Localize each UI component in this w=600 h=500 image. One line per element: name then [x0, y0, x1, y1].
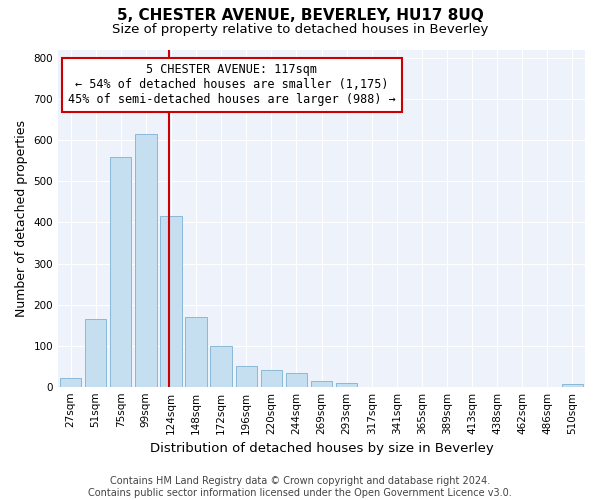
Bar	[211, 346, 232, 387]
Text: Contains HM Land Registry data © Crown copyright and database right 2024.
Contai: Contains HM Land Registry data © Crown c…	[88, 476, 512, 498]
Y-axis label: Number of detached properties: Number of detached properties	[15, 120, 28, 317]
Bar	[336, 382, 357, 386]
Bar	[260, 370, 282, 386]
Bar	[135, 134, 157, 386]
Bar	[85, 319, 106, 386]
Bar	[185, 317, 207, 386]
X-axis label: Distribution of detached houses by size in Beverley: Distribution of detached houses by size …	[149, 442, 493, 455]
Bar	[236, 366, 257, 386]
Bar	[60, 378, 81, 386]
Bar	[562, 384, 583, 386]
Bar	[160, 216, 182, 386]
Bar	[286, 373, 307, 386]
Bar	[311, 382, 332, 386]
Text: 5 CHESTER AVENUE: 117sqm
← 54% of detached houses are smaller (1,175)
45% of sem: 5 CHESTER AVENUE: 117sqm ← 54% of detach…	[68, 64, 396, 106]
Text: 5, CHESTER AVENUE, BEVERLEY, HU17 8UQ: 5, CHESTER AVENUE, BEVERLEY, HU17 8UQ	[116, 8, 484, 22]
Bar	[110, 157, 131, 386]
Text: Size of property relative to detached houses in Beverley: Size of property relative to detached ho…	[112, 22, 488, 36]
